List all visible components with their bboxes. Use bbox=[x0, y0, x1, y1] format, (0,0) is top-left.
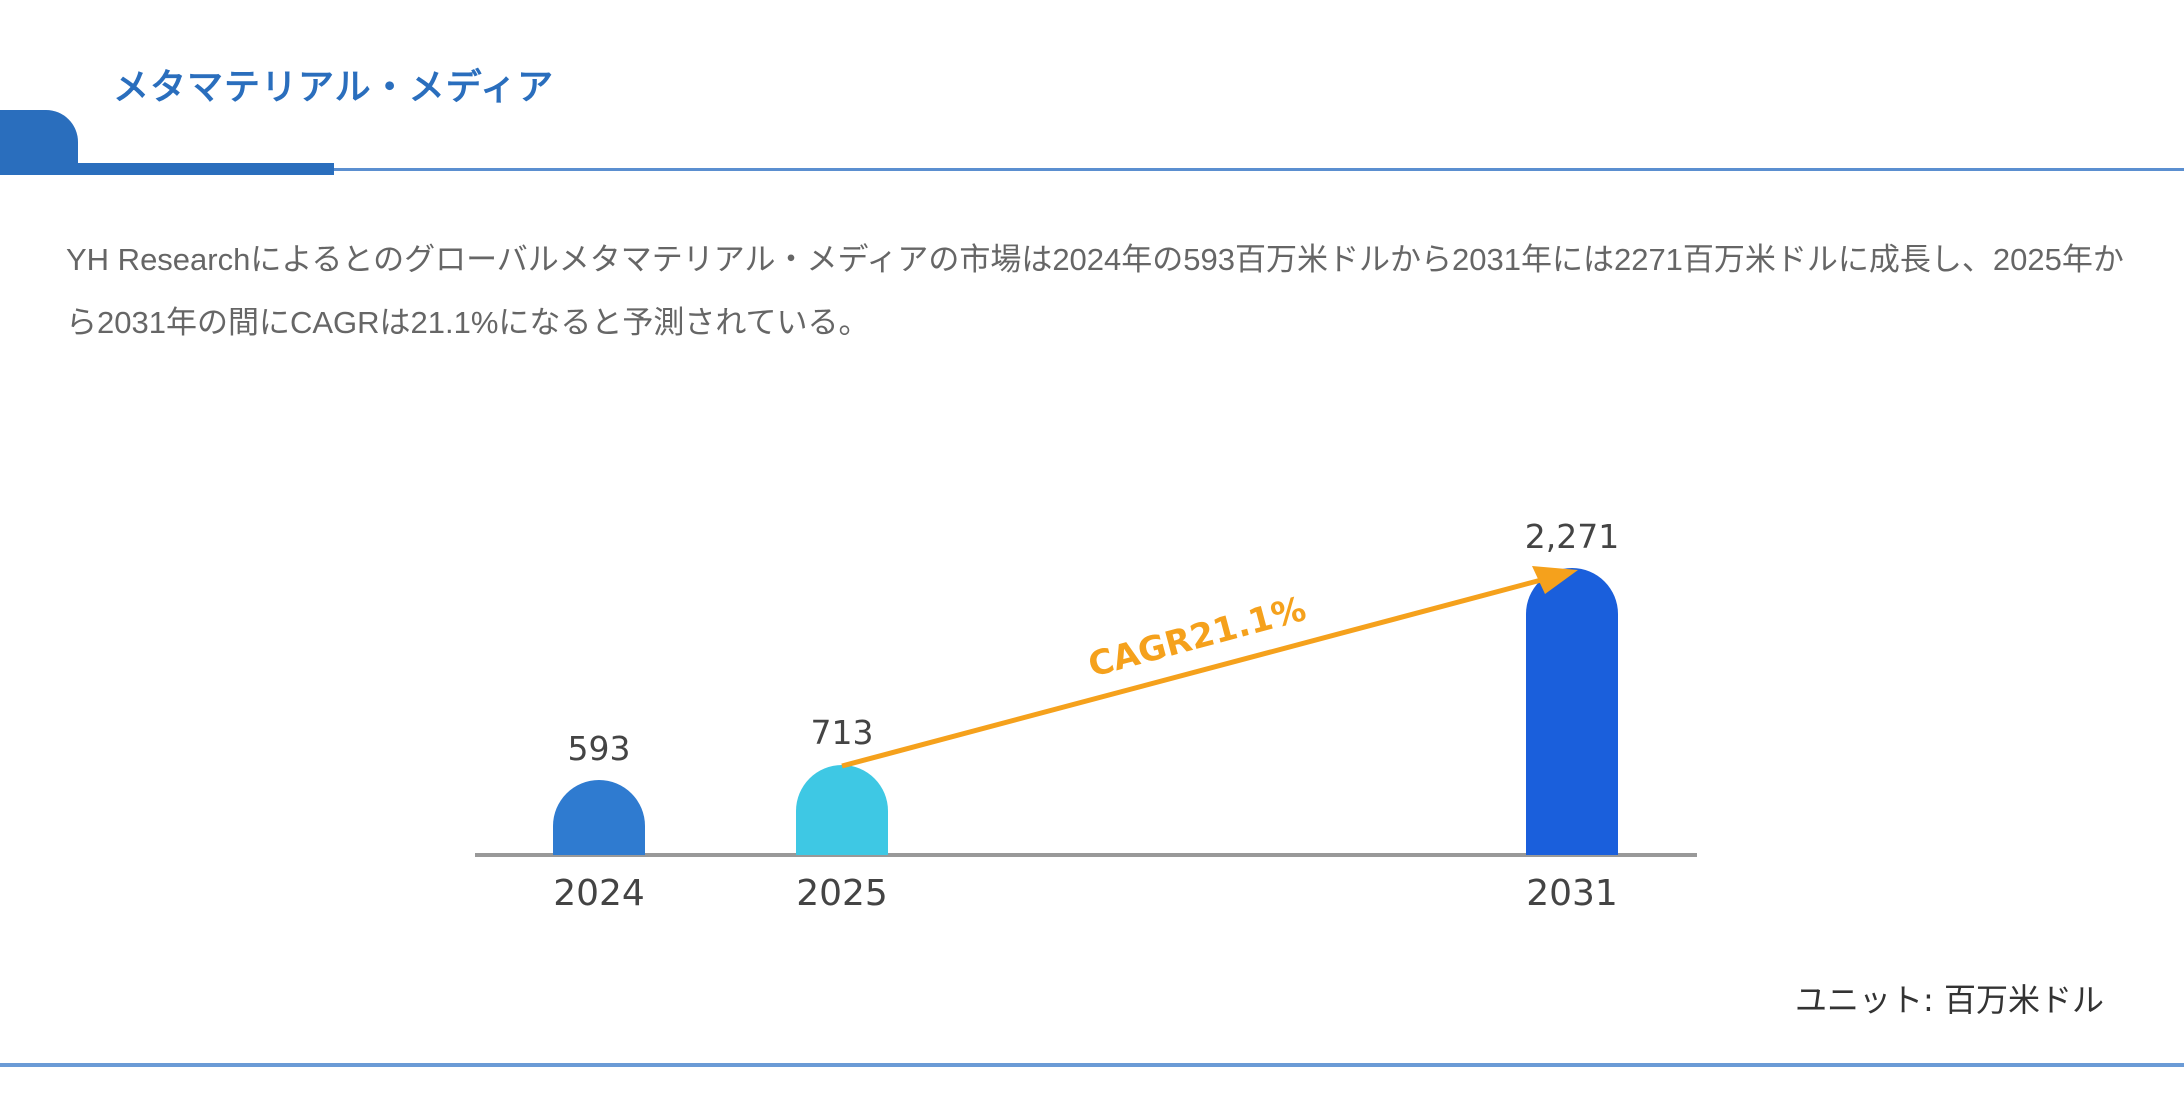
value-label-2024: 593 bbox=[568, 729, 631, 768]
bar-2025 bbox=[796, 765, 888, 855]
year-label-2024: 2024 bbox=[553, 873, 645, 914]
year-label-2031: 2031 bbox=[1526, 873, 1618, 914]
unit-label: ユニット: 百万米ドル bbox=[1795, 981, 2104, 1019]
year-label-2025: 2025 bbox=[796, 873, 888, 914]
value-label-2031: 2,271 bbox=[1525, 517, 1619, 556]
bar-2031 bbox=[1526, 568, 1618, 855]
cagr-arrow-head-icon bbox=[1532, 566, 1578, 594]
header-tab-bar bbox=[0, 163, 334, 175]
market-description: YH Researchによるとのグローバルメタマテリアル・メディアの市場は202… bbox=[66, 242, 2124, 340]
page-title: メタマテリアル・メディア bbox=[113, 67, 555, 108]
bar-2024 bbox=[553, 780, 645, 855]
cagr-arrow-line bbox=[841, 576, 1546, 769]
value-label-2025: 713 bbox=[811, 713, 874, 752]
bottom-divider bbox=[0, 1063, 2184, 1067]
header-divider bbox=[334, 168, 2184, 171]
